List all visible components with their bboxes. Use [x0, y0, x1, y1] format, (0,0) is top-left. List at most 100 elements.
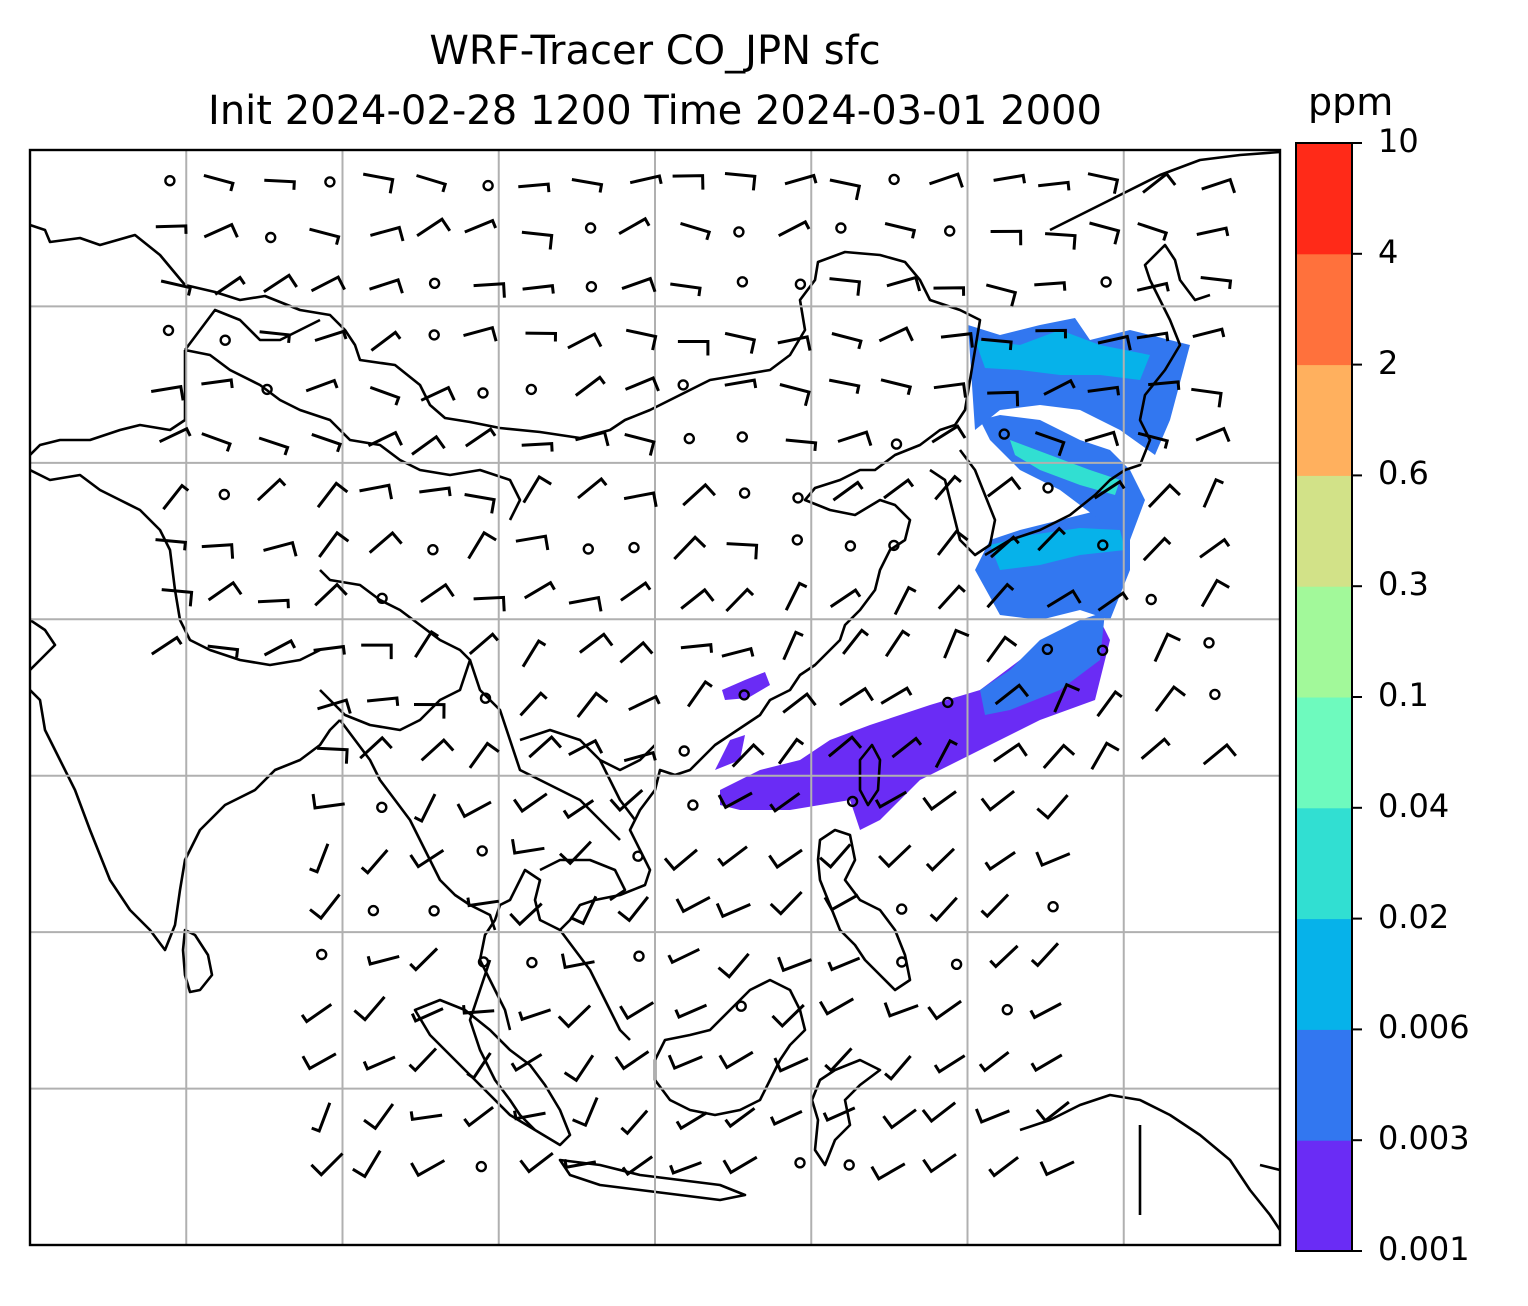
colorbar-segment: [1296, 918, 1352, 1030]
wind-barb: [370, 330, 402, 352]
wind-barb: [725, 587, 755, 613]
wind-barb: [771, 1003, 805, 1029]
wind-barb: [466, 897, 500, 908]
calm-wind-marker: [525, 383, 537, 396]
wind-barb: [557, 1004, 592, 1029]
wind-barb: [882, 1108, 917, 1130]
wind-barb: [528, 734, 563, 759]
wind-barb: [884, 222, 917, 239]
wind-barb: [1137, 222, 1169, 241]
wind-barb: [366, 954, 400, 966]
wind-barb: [620, 1109, 649, 1136]
wind-barb: [675, 895, 711, 914]
wind-barb: [1140, 737, 1171, 760]
wind-barb: [256, 477, 287, 502]
wind-barb: [988, 1156, 1020, 1178]
coastline-borneo: [653, 978, 807, 1117]
wind-barb: [933, 1054, 966, 1074]
wind-barb: [624, 432, 656, 456]
calm-wind-marker: [942, 696, 954, 709]
wind-barb: [468, 632, 499, 656]
wind-barb: [986, 476, 1022, 498]
wind-barb: [362, 1055, 396, 1071]
wind-barb: [883, 478, 915, 500]
colorbar-segment: [1296, 253, 1352, 366]
wind-barb: [1201, 177, 1237, 194]
wind-barb: [311, 1102, 332, 1133]
wind-barb: [673, 535, 707, 561]
wind-barb: [670, 282, 702, 297]
wind-barb: [201, 543, 235, 559]
calm-wind-marker: [585, 281, 598, 293]
calm-wind-marker: [888, 173, 900, 186]
plume-core-east: [990, 528, 1125, 570]
chart-title: WRF-Tracer CO_JPN sfc: [429, 28, 881, 74]
wind-barb: [359, 735, 393, 760]
wind-barb: [922, 1153, 957, 1174]
wind-barb: [155, 538, 188, 551]
colorbar: [1295, 142, 1362, 1252]
wind-barb: [1192, 327, 1226, 339]
wind-barb: [158, 426, 192, 444]
wind-barb: [521, 639, 547, 668]
wind-barb: [353, 995, 386, 1022]
wind-barb: [1030, 1053, 1063, 1073]
wind-barb: [782, 691, 817, 714]
calm-wind-marker: [735, 1000, 747, 1012]
chart-subtitle: Init 2024-02-28 1200 Time 2024-03-01 200…: [208, 88, 1102, 134]
wind-barb: [823, 893, 859, 912]
wind-barb: [922, 790, 957, 812]
wind-barb: [1202, 477, 1224, 508]
calm-wind-marker: [316, 948, 328, 961]
wind-barb: [360, 849, 389, 875]
calm-wind-marker: [890, 438, 903, 450]
wind-barb: [203, 222, 239, 239]
wind-barb: [317, 698, 352, 714]
wind-barb: [614, 1050, 650, 1071]
calm-wind-marker: [584, 222, 597, 234]
wind-barb: [819, 997, 855, 1016]
wind-barb: [368, 530, 403, 554]
wind-barb: [870, 1162, 906, 1181]
wind-barb: [214, 275, 246, 296]
wind-barb: [562, 799, 595, 820]
wind-barb: [464, 427, 497, 448]
wind-barb: [467, 530, 497, 560]
wind-barb: [1148, 380, 1181, 391]
wind-barb: [150, 384, 185, 401]
wind-barb: [568, 595, 603, 612]
wind-barb: [525, 331, 558, 342]
wind-barb: [1043, 378, 1076, 396]
wind-barb: [567, 332, 603, 350]
wind-barb: [978, 1051, 1010, 1073]
wind-barb: [891, 736, 923, 759]
wind-barb: [677, 340, 710, 356]
wind-barb: [1097, 334, 1132, 351]
wind-barbs: [150, 171, 1237, 1181]
calm-wind-marker: [428, 277, 441, 289]
colorbar-segment: [1296, 143, 1352, 255]
wind-barb: [316, 481, 349, 509]
wind-barb: [981, 337, 1013, 351]
calm-wind-marker: [736, 431, 748, 443]
wind-barb: [990, 229, 1023, 246]
wind-barb: [1030, 942, 1060, 968]
calm-wind-marker: [162, 324, 175, 337]
wind-barb: [367, 430, 403, 448]
wind-barb: [1154, 685, 1186, 712]
wind-barb: [819, 843, 852, 870]
calm-wind-marker: [476, 845, 488, 857]
wind-barb: [980, 790, 1016, 812]
calm-wind-marker: [582, 543, 594, 555]
wind-barb: [473, 282, 506, 298]
wind-barb: [420, 737, 455, 762]
wind-barb: [416, 217, 452, 238]
wind-barb: [629, 174, 663, 185]
wind-barb: [571, 178, 604, 193]
wind-barb: [512, 792, 548, 814]
wind-barb: [625, 328, 658, 351]
wind-barb: [893, 585, 917, 616]
calm-wind-marker: [687, 799, 699, 811]
calm-wind-marker: [376, 592, 388, 604]
wind-barb: [782, 630, 804, 661]
